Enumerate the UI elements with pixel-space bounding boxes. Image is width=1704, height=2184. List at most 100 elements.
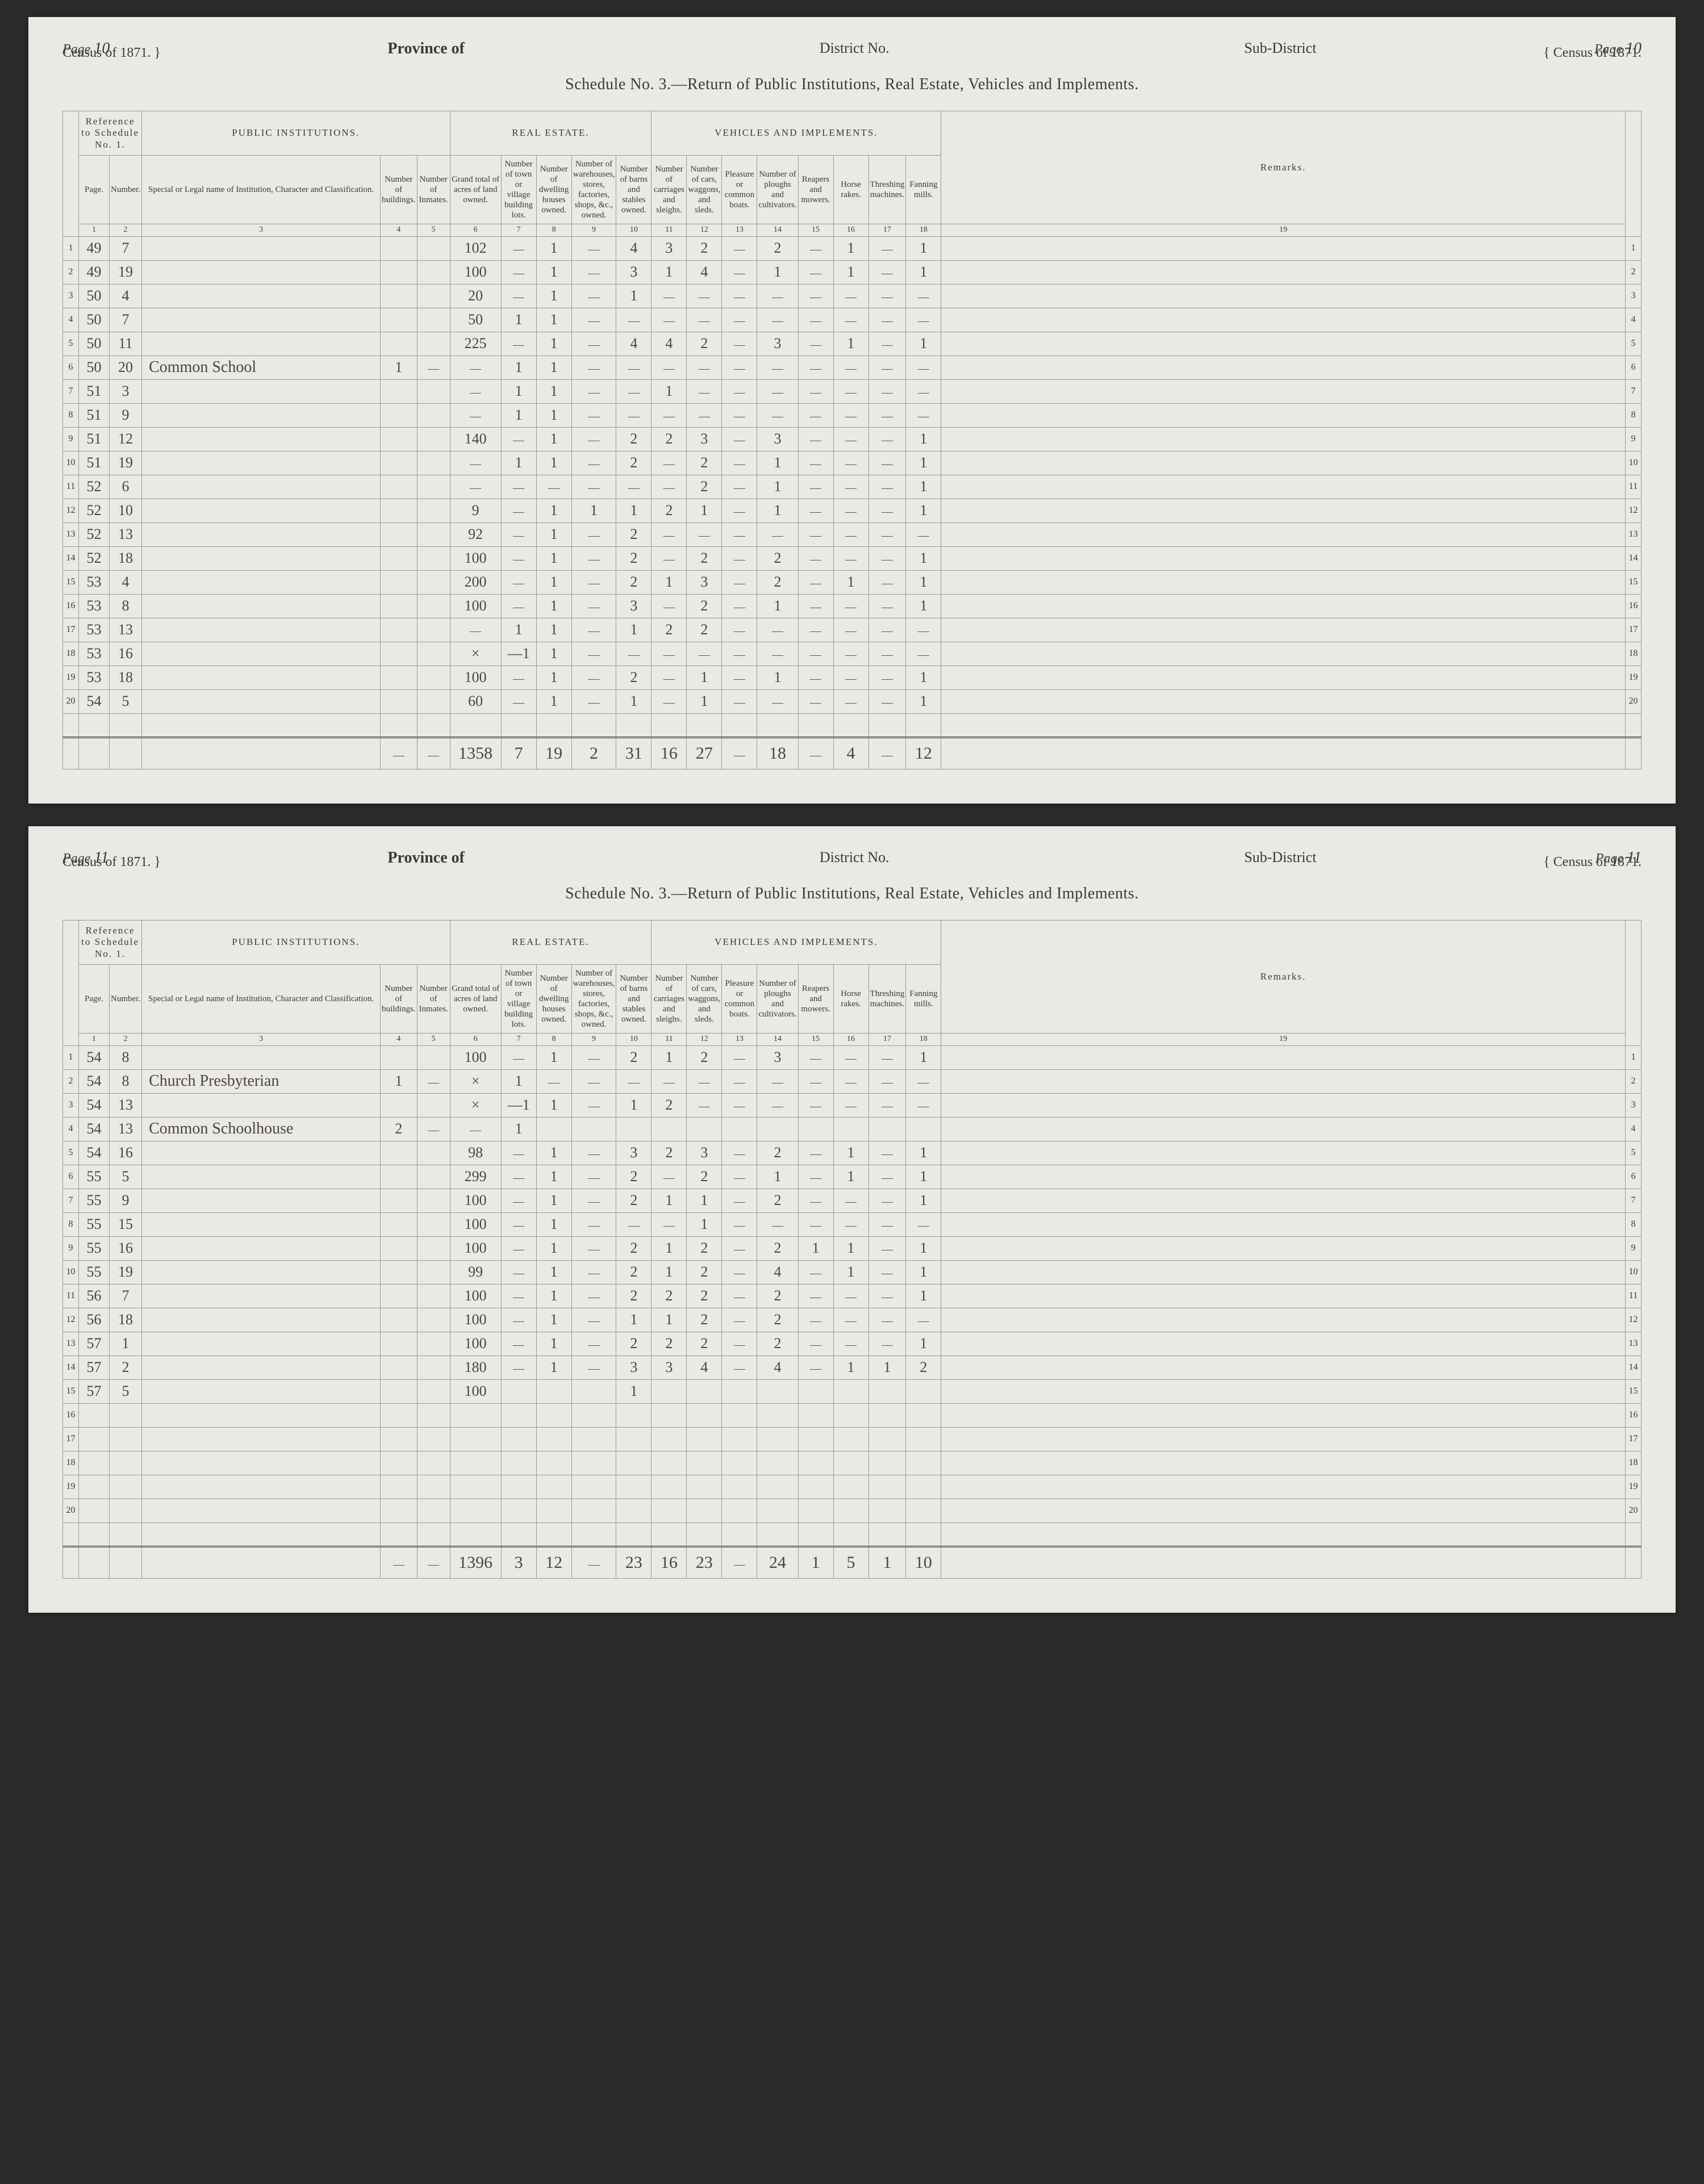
cell-institution — [142, 403, 381, 427]
col-reap: Reapers and mowers. — [798, 156, 833, 224]
cell-dash — [833, 1069, 868, 1093]
cell-value: 100 — [450, 1379, 501, 1403]
cell-dash — [571, 1141, 616, 1165]
cell-institution — [142, 1332, 381, 1355]
cell-value: 12 — [536, 1546, 571, 1578]
cell-dash — [868, 260, 906, 284]
cell-dash — [868, 1069, 906, 1093]
cell-value — [571, 1475, 616, 1499]
cell-value: 1 — [536, 570, 571, 594]
cell-page — [79, 1403, 110, 1427]
cell-institution — [142, 594, 381, 618]
cell-dash — [722, 499, 757, 522]
cell-dash — [906, 618, 941, 642]
cell-value: 4 — [616, 236, 651, 260]
cell-page: 55 — [79, 1189, 110, 1212]
cell-value — [381, 427, 417, 451]
table-row: 75591001211217 — [63, 1189, 1642, 1212]
subdistrict-label: Sub-District — [1244, 40, 1316, 58]
cell-dash — [501, 666, 536, 689]
cell-remarks — [941, 427, 1626, 451]
cell-value — [381, 642, 417, 666]
row-number-right: 2 — [1626, 260, 1642, 284]
cell-dash — [722, 236, 757, 260]
col-num: 8 — [536, 224, 571, 237]
cell-dash — [906, 1069, 941, 1093]
cell-value — [381, 1045, 417, 1069]
cell-value: 2 — [651, 1141, 687, 1165]
cell-value: 1 — [536, 1236, 571, 1260]
cell-value: 3 — [616, 1355, 651, 1379]
cell-value: 16 — [651, 1546, 687, 1578]
cell-page: 57 — [79, 1332, 110, 1355]
cell-dash — [868, 379, 906, 403]
cell-dash — [722, 689, 757, 713]
row-number-right: 16 — [1626, 594, 1642, 618]
cell-value: 1 — [906, 260, 941, 284]
cell-value — [722, 1499, 757, 1522]
cell-remarks — [941, 642, 1626, 666]
cell-dash — [722, 1308, 757, 1332]
cell-dash — [868, 1308, 906, 1332]
cell-value — [417, 642, 450, 666]
cell-value: 3 — [687, 427, 722, 451]
cell-number: 7 — [110, 308, 142, 332]
cell-value: 1 — [757, 1165, 798, 1189]
cell-dash — [501, 332, 536, 355]
cell-dash — [798, 1069, 833, 1093]
cell-dash — [757, 284, 798, 308]
cell-dash — [798, 451, 833, 475]
group-ref: Reference to Schedule No. 1. — [79, 111, 142, 156]
col-num: 9 — [571, 1034, 616, 1046]
cell-dash — [798, 594, 833, 618]
cell-dash — [722, 475, 757, 499]
cell-number: 16 — [110, 1141, 142, 1165]
cell-value: 3 — [501, 1546, 536, 1578]
cell-dash — [501, 1355, 536, 1379]
cell-value — [417, 260, 450, 284]
cell-dash — [501, 499, 536, 522]
cell-page: 54 — [79, 1093, 110, 1117]
cell-value: 1 — [501, 1069, 536, 1093]
cell-dash — [687, 1069, 722, 1093]
cell-value — [381, 594, 417, 618]
cell-value — [417, 1236, 450, 1260]
cell-number: 7 — [110, 1284, 142, 1308]
corner — [1626, 111, 1642, 237]
cell-value: 1 — [798, 1546, 833, 1578]
cell-value — [833, 1117, 868, 1141]
ledger-table: Reference to Schedule No. 1.PUBLIC INSTI… — [62, 111, 1642, 769]
row-number-right: 6 — [1626, 355, 1642, 379]
cell-value — [616, 1117, 651, 1141]
cell-value: 1 — [536, 451, 571, 475]
cell-value — [417, 1451, 450, 1475]
cell-value — [868, 1427, 906, 1451]
cell-value: 2 — [757, 546, 798, 570]
cell-value: 1 — [906, 1165, 941, 1189]
col-bldgs: Number of buildings. — [381, 965, 417, 1034]
cell-value: 1 — [906, 546, 941, 570]
cell-value: 2 — [616, 1189, 651, 1212]
cell-value: 200 — [450, 570, 501, 594]
row-number-right: 19 — [1626, 666, 1642, 689]
cell-value: 2 — [381, 1117, 417, 1141]
row-number-right: 5 — [1626, 1141, 1642, 1165]
col-num: 2 — [110, 224, 142, 237]
cell-value — [501, 1403, 536, 1427]
cell-value — [417, 475, 450, 499]
cell-number: 3 — [110, 379, 142, 403]
cell-dash — [651, 546, 687, 570]
cell-remarks — [941, 522, 1626, 546]
cell-value: 140 — [450, 427, 501, 451]
col-carr: Number of carriages and sleighs. — [651, 965, 687, 1034]
cell-value — [417, 1379, 450, 1403]
cell-value: 4 — [757, 1260, 798, 1284]
cell-dash — [450, 1117, 501, 1141]
cell-value: 1 — [536, 546, 571, 570]
cell-value: 1 — [536, 689, 571, 713]
table-row: 2491910013141112 — [63, 260, 1642, 284]
cell-value — [651, 1499, 687, 1522]
cell-dash — [571, 1189, 616, 1212]
cell-value: 180 — [450, 1355, 501, 1379]
col-num: 17 — [868, 1034, 906, 1046]
